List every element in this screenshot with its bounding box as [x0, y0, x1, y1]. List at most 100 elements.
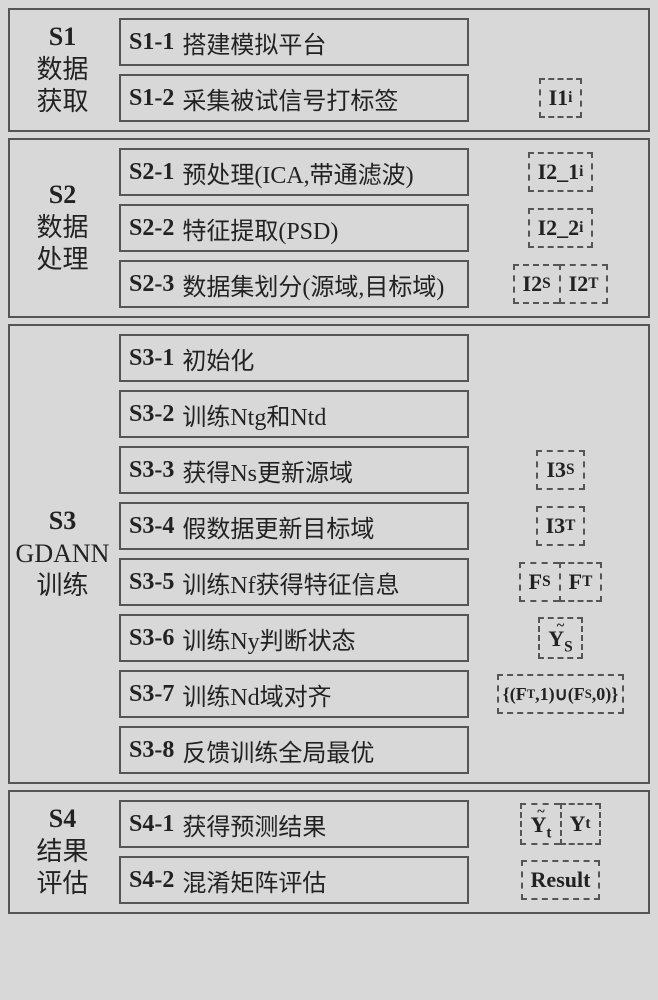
badge-cell [477, 332, 644, 384]
section-name: 数据获取 [36, 54, 88, 119]
data-badge: I2T [559, 264, 609, 304]
step-row: S4-2 混淆矩阵评估 [119, 854, 469, 906]
section-label: S1数据获取 [10, 10, 115, 130]
step-box: S3-8反馈训练全局最优 [119, 726, 469, 774]
step-text: 获得Ns更新源域 [182, 453, 353, 488]
step-box: S4-2 混淆矩阵评估 [119, 856, 469, 904]
step-text: 训练Nd域对齐 [182, 677, 331, 712]
step-text: 混淆矩阵评估 [182, 863, 326, 898]
section-s3: S3GDANN训练 S3-1 初始化 S3-2训练Ntg和Ntd S3-3 获得Ns更新源… [8, 324, 650, 784]
data-badge: Yt [560, 803, 601, 846]
step-box: S4-1获得预测结果 [119, 800, 469, 848]
step-box: S3-1 初始化 [119, 334, 469, 382]
step-row: S1-2采集被试信号打标签 [119, 72, 469, 124]
step-code: S4-2 [129, 867, 174, 894]
steps-column: S2-1 预处理(ICA,带通滤波) S2-2 特征提取(PSD) S2-3 数据集划分(… [115, 140, 473, 316]
data-badge: I3T [536, 506, 586, 546]
badge-cell: ~YtYt [477, 798, 644, 850]
step-row: S2-1 预处理(ICA,带通滤波) [119, 146, 469, 198]
step-code: S3-3 [129, 457, 174, 484]
step-code: S2-1 [129, 159, 174, 186]
step-code: S2-3 [129, 271, 174, 298]
section-code: S2 [49, 179, 76, 212]
data-badge: I2_1i [528, 152, 594, 192]
step-row: S3-5 训练Nf获得特征信息 [119, 556, 469, 608]
data-badge-pair: I2SI2T [513, 264, 609, 304]
badge-cell: I3S [477, 444, 644, 496]
data-badge: FS [519, 562, 559, 602]
step-code: S1-2 [129, 85, 174, 112]
step-text: 初始化 [182, 341, 254, 376]
step-box: S3-6 训练Ny判断状态 [119, 614, 469, 662]
step-row: S2-2 特征提取(PSD) [119, 202, 469, 254]
section-s2: S2数据处理 S2-1 预处理(ICA,带通滤波) S2-2 特征提取(PSD) S2-3… [8, 138, 650, 318]
data-badge: Result [521, 860, 601, 900]
badge-cell: I3T [477, 500, 644, 552]
step-text: 假数据更新目标域 [182, 509, 374, 544]
step-row: S4-1获得预测结果 [119, 798, 469, 850]
section-s4: S4结果评估S4-1获得预测结果S4-2混淆矩阵评估~YtYtResult [8, 790, 650, 914]
step-code: S1-1 [129, 29, 174, 56]
step-box: S2-2 特征提取(PSD) [119, 204, 469, 252]
step-box: S3-4 假数据更新目标域 [119, 502, 469, 550]
data-badge: I2S [513, 264, 559, 304]
step-box: S3-5 训练Nf获得特征信息 [119, 558, 469, 606]
data-badge: ~YS [538, 617, 582, 660]
step-code: S3-6 [129, 625, 174, 652]
step-row: S3-8反馈训练全局最优 [119, 724, 469, 776]
step-text: 搭建模拟平台 [182, 25, 326, 60]
step-box: S1-1 搭建模拟平台 [119, 18, 469, 66]
step-code: S2-2 [129, 215, 174, 242]
badge-cell: I2_2i [477, 202, 644, 254]
step-code: S3-2 [129, 401, 174, 428]
step-code: S3-4 [129, 513, 174, 540]
step-text: 数据集划分(源域,目标域) [182, 267, 444, 302]
section-label: S2数据处理 [10, 140, 115, 316]
badge-cell: FSFT [477, 556, 644, 608]
data-badge: I2_2i [528, 208, 594, 248]
badge-cell: I2SI2T [477, 258, 644, 310]
step-box: S1-2采集被试信号打标签 [119, 74, 469, 122]
step-code: S3-1 [129, 345, 174, 372]
step-code: S3-7 [129, 681, 174, 708]
steps-column: S1-1 搭建模拟平台 S1-2采集被试信号打标签 [115, 10, 473, 130]
step-row: S1-1 搭建模拟平台 [119, 16, 469, 68]
section-label: S3GDANN训练 [10, 326, 115, 782]
step-box: S2-1 预处理(ICA,带通滤波) [119, 148, 469, 196]
section-code: S1 [49, 21, 76, 54]
step-row: S3-2训练Ntg和Ntd [119, 388, 469, 440]
badge-cell: ~YS [477, 612, 644, 664]
step-text: 特征提取(PSD) [182, 211, 338, 246]
step-text: 预处理(ICA,带通滤波) [182, 155, 413, 190]
data-badge: ~Yt [520, 803, 559, 846]
section-name: 数据处理 [36, 212, 88, 277]
step-row: S3-7 训练Nd域对齐 [119, 668, 469, 720]
step-box: S2-3 数据集划分(源域,目标域) [119, 260, 469, 308]
badge-cell [477, 16, 644, 68]
section-code: S4 [49, 803, 76, 836]
step-text: 训练Nf获得特征信息 [182, 565, 399, 600]
section-s1: S1数据获取 S1-1 搭建模拟平台 S1-2采集被试信号打标签 I1i [8, 8, 650, 132]
badge-cell [477, 388, 644, 440]
badge-cell: Result [477, 854, 644, 906]
step-row: S3-6 训练Ny判断状态 [119, 612, 469, 664]
step-text: 反馈训练全局最优 [182, 733, 374, 768]
data-badge: I1i [539, 78, 583, 118]
steps-column: S3-1 初始化 S3-2训练Ntg和Ntd S3-3 获得Ns更新源域 S3-4 假数据更… [115, 326, 473, 782]
badges-column: I1i [473, 10, 648, 130]
data-badge: I3S [536, 450, 584, 490]
section-code: S3 [49, 505, 76, 538]
step-code: S3-5 [129, 569, 174, 596]
section-name: GDANN训练 [16, 538, 110, 603]
step-box: S3-7 训练Nd域对齐 [119, 670, 469, 718]
data-badge-pair: ~YtYt [520, 803, 600, 846]
step-row: S3-1 初始化 [119, 332, 469, 384]
step-box: S3-3 获得Ns更新源域 [119, 446, 469, 494]
badge-cell: {(FT,1)∪(FS,0)} [477, 668, 644, 720]
step-text: 训练Ny判断状态 [182, 621, 355, 656]
badges-column: I2_1i I2_2i I2SI2T [473, 140, 648, 316]
badge-cell: I1i [477, 72, 644, 124]
badge-cell: I2_1i [477, 146, 644, 198]
step-row: S3-3 获得Ns更新源域 [119, 444, 469, 496]
badges-column: I3S I3T FSFT ~YS {(FT,1)∪(FS,0)} [473, 326, 648, 782]
